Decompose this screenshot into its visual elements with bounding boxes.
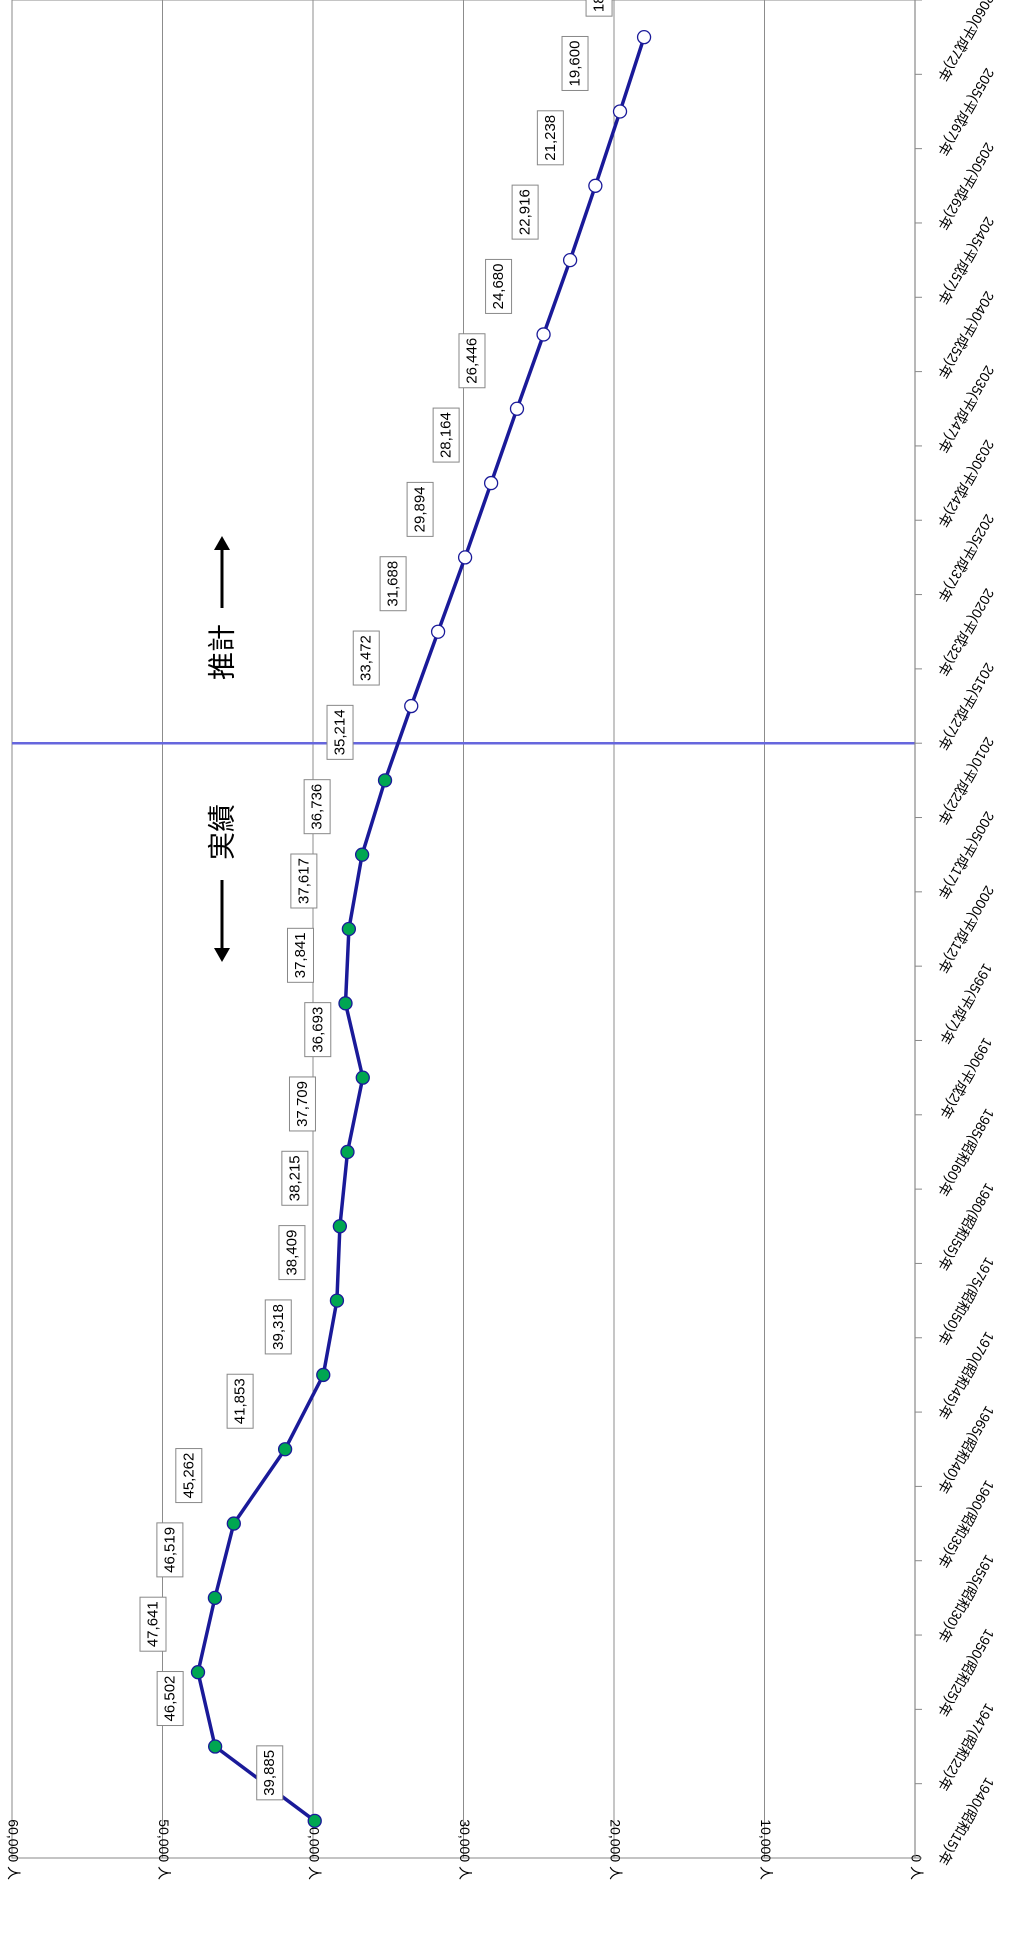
data-point [316, 1367, 331, 1383]
data-label: 39,318 [270, 1304, 287, 1350]
population-series-line [196, 36, 646, 1823]
data-point [207, 1590, 223, 1606]
data-label: 41,853 [232, 1378, 249, 1424]
data-label-box [432, 407, 460, 463]
value-tick-label: 10,000 人 [758, 1819, 774, 1880]
data-point [562, 252, 578, 268]
data-label: 46,502 [162, 1676, 179, 1722]
data-label: 36,693 [309, 1007, 326, 1053]
data-label-box [226, 1373, 254, 1429]
data-label: 35,214 [332, 709, 349, 755]
data-label-box [304, 1002, 332, 1058]
data-label-box [139, 1596, 167, 1652]
data-point [404, 698, 419, 714]
data-label-box [303, 779, 331, 835]
data-label: 37,841 [292, 932, 309, 978]
data-label: 19,600 [567, 41, 584, 87]
data-label: 33,472 [358, 635, 375, 681]
data-label: 46,519 [161, 1527, 178, 1573]
data-point [355, 1070, 370, 1085]
data-point [354, 847, 370, 862]
value-tick-label: 50,000 人 [156, 1819, 172, 1880]
data-label-box [585, 0, 613, 17]
data-point [430, 624, 446, 639]
data-label-box [326, 704, 354, 760]
data-label-box [290, 853, 318, 909]
data-label: 18,002 [591, 0, 608, 12]
data-label-box [278, 1225, 306, 1281]
data-label-box [288, 1076, 316, 1132]
data-label: 28,164 [438, 412, 455, 458]
data-label-box [264, 1299, 292, 1355]
arrow-forward-head [214, 536, 230, 550]
annotation-projection-label: 推計 [207, 624, 238, 680]
data-label-box [156, 1522, 184, 1578]
data-label: 21,238 [542, 115, 559, 161]
data-label: 38,409 [283, 1230, 300, 1276]
data-point [307, 1813, 322, 1828]
data-point [277, 1442, 293, 1457]
data-label-box [256, 1745, 284, 1801]
data-point [457, 550, 473, 565]
data-point [377, 773, 393, 788]
value-tick-label: 40,000 人 [306, 1819, 322, 1880]
data-label-box [406, 481, 434, 537]
data-label-box [379, 556, 407, 612]
data-label: 24,680 [490, 263, 507, 309]
data-label: 45,262 [180, 1453, 197, 1499]
data-label: 37,709 [294, 1081, 311, 1127]
data-point [588, 178, 603, 193]
data-point [636, 30, 652, 45]
data-label: 22,916 [517, 189, 534, 235]
data-label: 38,215 [286, 1155, 303, 1201]
arrow-backward-head [214, 948, 230, 962]
value-tick-label: 60,000 人 [5, 1819, 21, 1880]
data-point [483, 475, 499, 491]
data-label-box [561, 35, 589, 91]
data-point [509, 401, 525, 416]
data-label-box [511, 184, 539, 240]
annotation-actual-label: 実績 [207, 804, 238, 860]
data-label-box [485, 258, 513, 314]
data-point [332, 1219, 348, 1234]
data-label: 36,736 [309, 784, 326, 830]
data-point [329, 1293, 345, 1308]
data-point [340, 1144, 355, 1160]
data-label: 39,885 [261, 1750, 278, 1796]
data-label: 37,617 [295, 858, 312, 904]
value-tick-label: 0 人 [908, 1854, 924, 1880]
value-tick-label: 20,000 人 [607, 1819, 623, 1880]
data-label-box [281, 1150, 309, 1206]
data-point [338, 996, 353, 1011]
data-point [536, 327, 551, 342]
data-label: 31,688 [385, 561, 402, 607]
data-point [341, 921, 357, 937]
data-point [226, 1516, 241, 1531]
data-label-box [286, 927, 314, 983]
data-point [207, 1739, 223, 1754]
data-label-box [156, 1671, 184, 1727]
data-label: 26,446 [463, 338, 480, 384]
data-label: 29,894 [412, 486, 429, 532]
data-label-box [458, 333, 486, 389]
data-label-box [175, 1448, 203, 1504]
data-point [190, 1665, 206, 1680]
data-label-box [536, 110, 564, 166]
value-tick-label: 30,000 人 [457, 1819, 473, 1880]
data-label-box [352, 630, 380, 686]
data-point [612, 104, 628, 119]
data-label: 47,641 [145, 1601, 162, 1647]
